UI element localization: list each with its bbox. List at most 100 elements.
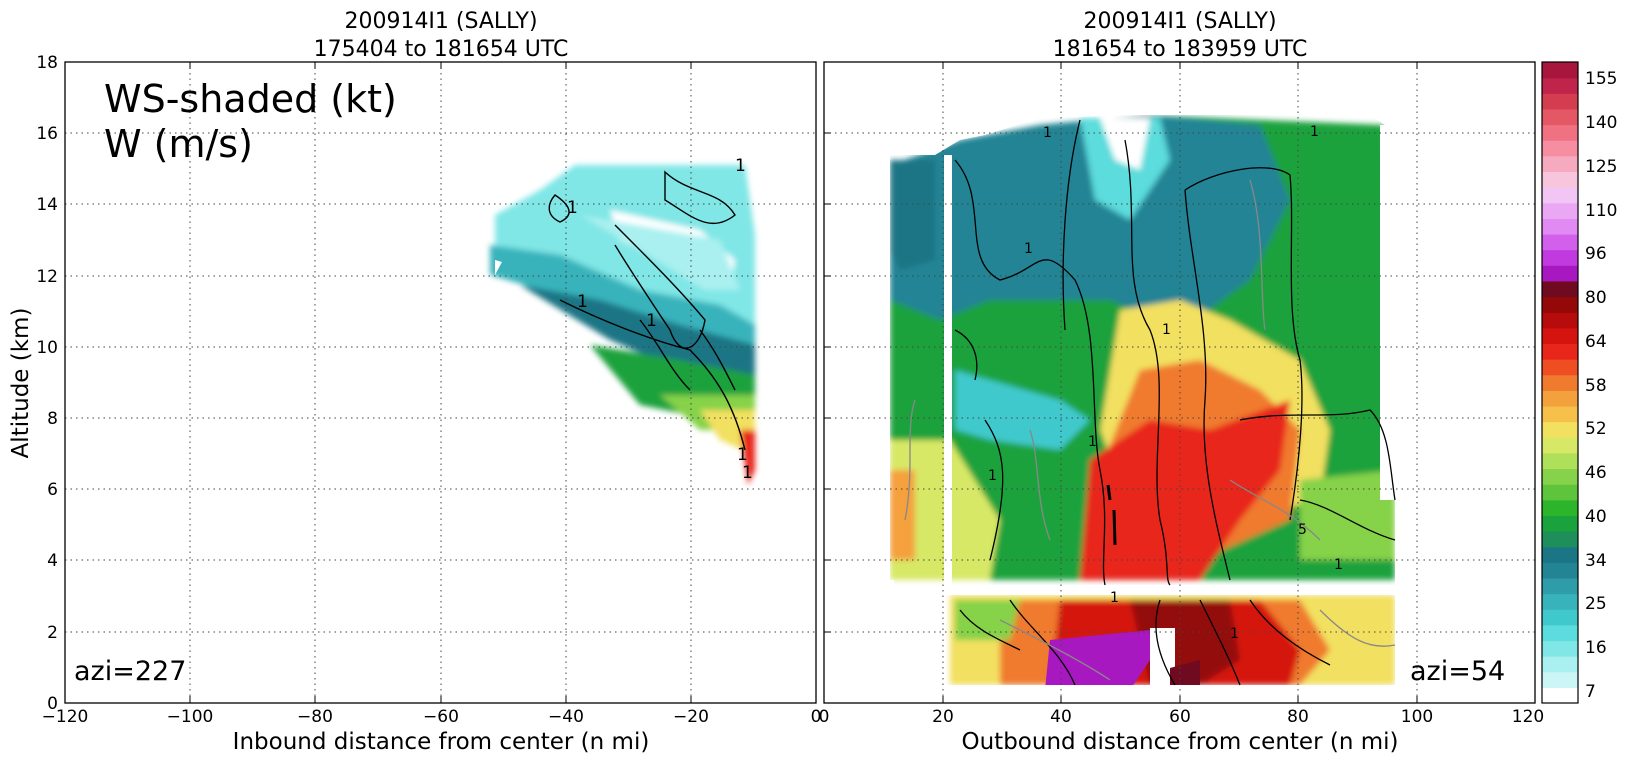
inbound-tick-marks — [189, 62, 692, 703]
colorbar-swatch — [1542, 546, 1578, 563]
outbound-shade-cyan-top — [1080, 118, 1170, 220]
y-tick: 10 — [36, 338, 58, 358]
colorbar-swatch — [1542, 312, 1578, 329]
outbound-shade-green-right — [1300, 470, 1395, 560]
annotation-w: W (m/s) — [104, 122, 253, 166]
inbound-shade-dark-teal — [520, 285, 755, 385]
colorbar-tick: 110 — [1585, 201, 1617, 221]
colorbar-swatch — [1542, 374, 1578, 391]
y-tick: 16 — [36, 124, 58, 144]
inbound-shade-yellow — [700, 410, 755, 455]
y-tick: 2 — [47, 623, 58, 643]
outbound-shade-red-core — [1080, 400, 1290, 580]
colorbar-swatch — [1542, 562, 1578, 579]
y-tick: 6 — [47, 480, 58, 500]
colorbar-swatch — [1542, 405, 1578, 423]
outbound-w-contours — [904, 119, 1396, 686]
inbound-x-tick-labels: −120 −100 −80 −60 −40 −20 0 — [42, 707, 822, 727]
colorbar-tick: 40 — [1585, 507, 1607, 527]
inbound-x-tick: −60 — [423, 707, 459, 727]
svg-text:1: 1 — [1088, 434, 1097, 450]
inbound-wind-shading — [490, 165, 755, 485]
outbound-x-tick: 80 — [1287, 707, 1309, 727]
svg-text:1: 1 — [646, 311, 657, 331]
inbound-x-tick: −80 — [297, 707, 333, 727]
inbound-w-contours — [548, 170, 746, 451]
svg-text:1: 1 — [1043, 125, 1052, 141]
outbound-tick-marks — [824, 62, 1418, 703]
colorbar-swatch — [1542, 233, 1578, 251]
colorbar-swatch — [1542, 140, 1578, 157]
y-tick: 8 — [47, 409, 58, 429]
svg-text:1: 1 — [1310, 124, 1319, 140]
outbound-shade-lower-green — [955, 600, 1020, 640]
outbound-x-tick: 20 — [932, 707, 954, 727]
colorbar-swatch — [1542, 265, 1578, 282]
colorbar-tick: 16 — [1585, 638, 1607, 658]
colorbar-swatch — [1542, 359, 1578, 376]
colorbar-swatch — [1542, 437, 1578, 454]
colorbar-swatch — [1542, 577, 1578, 595]
svg-text:1: 1 — [742, 463, 753, 483]
outbound-shade-teal-left — [890, 160, 935, 270]
outbound-mask-top — [824, 62, 1535, 160]
colorbar-swatch — [1542, 421, 1578, 438]
y-tick: 12 — [36, 267, 58, 287]
outbound-x-tick: 40 — [1050, 707, 1072, 727]
colorbar-swatch — [1542, 62, 1578, 79]
inbound-title-line1: 200914I1 (SALLY) — [344, 9, 537, 34]
colorbar-swatch — [1542, 124, 1578, 141]
outbound-x-tick: 0 — [819, 707, 830, 727]
y-tick: 18 — [36, 53, 58, 73]
colorbar-swatch — [1542, 343, 1578, 360]
inbound-azimuth-label: azi=227 — [74, 656, 186, 687]
colorbar-swatch — [1542, 108, 1578, 126]
colorbar-tick: 46 — [1585, 463, 1607, 483]
colorbar-swatch — [1542, 327, 1578, 345]
colorbar-swatch — [1542, 593, 1578, 610]
outbound-vertical-gap — [944, 155, 952, 585]
svg-text:1: 1 — [1230, 626, 1239, 642]
colorbar-swatch — [1542, 531, 1578, 548]
outbound-horizontal-gap — [880, 585, 1400, 595]
colorbar-swatch — [1542, 515, 1578, 532]
colorbar-swatch — [1542, 155, 1578, 173]
outbound-mask-right — [1380, 125, 1535, 703]
outbound-mask-left — [824, 62, 890, 580]
colorbar-tick: 58 — [1585, 376, 1607, 396]
outbound-panel: 200914I1 (SALLY) 181654 to 183959 UTC — [819, 9, 1545, 755]
outbound-x-tick-labels: 0 20 40 60 80 100 120 — [819, 707, 1545, 727]
outbound-mask-right-upper — [1380, 125, 1395, 500]
colorbar-swatch — [1542, 171, 1578, 188]
y-axis-label: Altitude (km) — [8, 308, 34, 459]
inbound-white-notch — [495, 260, 502, 275]
inbound-x-tick: −100 — [167, 707, 214, 727]
y-tick: 4 — [47, 551, 58, 571]
colorbar-tick: 25 — [1585, 594, 1607, 614]
outbound-grid — [824, 62, 1535, 703]
inbound-x-tick: −20 — [673, 707, 709, 727]
outbound-shade-white-top — [1100, 118, 1150, 170]
colorbar-swatch — [1542, 609, 1578, 626]
outbound-wind-shading — [824, 62, 1535, 703]
y-tick: 14 — [36, 195, 58, 215]
svg-text:1: 1 — [1334, 557, 1343, 573]
svg-text:1: 1 — [735, 156, 746, 176]
colorbar-swatch — [1542, 484, 1578, 501]
y-tick: 0 — [47, 694, 58, 714]
inbound-x-tick: −40 — [548, 707, 584, 727]
colorbar-swatch — [1542, 249, 1578, 266]
colorbar-tick: 34 — [1585, 551, 1607, 571]
svg-text:1: 1 — [1110, 590, 1119, 606]
inbound-x-tick: −120 — [42, 707, 89, 727]
colorbar-swatch — [1542, 202, 1578, 219]
outbound-title-line2: 181654 to 183959 UTC — [1053, 37, 1308, 62]
colorbar-swatch — [1542, 93, 1578, 110]
outbound-shade-cyan-mid — [955, 370, 1090, 450]
svg-text:1: 1 — [577, 292, 588, 312]
colorbar-swatch — [1542, 390, 1578, 407]
colorbar-tick: 52 — [1585, 419, 1607, 439]
y-tick-labels: 0 2 4 6 8 10 12 14 16 18 — [36, 53, 58, 714]
svg-text:1: 1 — [988, 468, 997, 484]
colorbar-swatch — [1542, 452, 1578, 470]
